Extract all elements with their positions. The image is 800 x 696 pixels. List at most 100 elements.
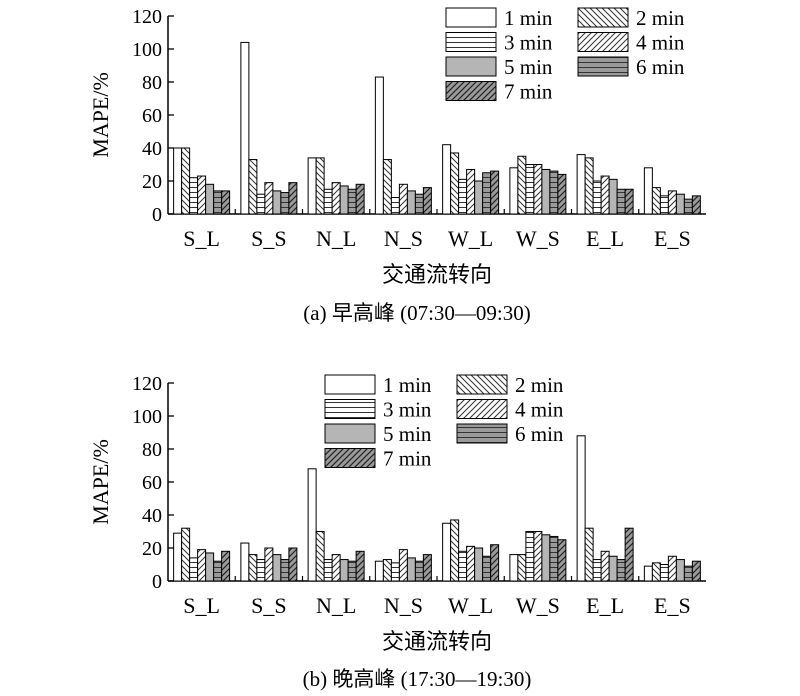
x-category-label: E_L: [586, 593, 624, 618]
x-category-label: S_L: [183, 593, 220, 618]
bar-w-l-6-min: [482, 172, 492, 215]
y-tick-label: 100: [132, 406, 162, 428]
legend-label-2-min: 2 min: [636, 6, 685, 30]
bar-w-l-3-min: [458, 178, 468, 215]
chart-panel-b: 0 20 40 60 80 100 120 MAPE/% S_L S_S N_L N_S W_L W_S E…: [88, 373, 706, 691]
legend-label-1-min: 1 min: [383, 373, 432, 397]
bar-e-s-2-min: [651, 562, 661, 582]
bar-n-l-4-min: [331, 182, 341, 215]
bar-w-l-3-min: [458, 550, 468, 582]
bar-e-l-6-min: [616, 188, 626, 215]
bar-w-s-6-min: [549, 170, 559, 215]
bar-w-l-6-min: [482, 555, 492, 582]
bar-e-l-5-min: [608, 178, 618, 215]
bar-s-l-5-min: [205, 183, 215, 215]
bar-s-l-7-min: [221, 550, 231, 582]
bar-s-s-7-min: [288, 547, 298, 582]
bar-s-s-2-min: [248, 554, 258, 582]
bar-n-s-4-min: [398, 549, 408, 582]
bar-e-l-3-min: [592, 180, 602, 215]
bar-e-l-1-min: [576, 154, 586, 215]
bar-e-s-7-min: [691, 195, 701, 215]
bar-e-l-7-min: [624, 527, 634, 582]
bar-n-s-4-min: [398, 183, 408, 215]
bar-e-s-6-min: [683, 198, 693, 215]
y-tick-label: 0: [152, 204, 162, 226]
bar-w-s-3-min: [525, 531, 535, 582]
x-category-label: W_S: [516, 226, 560, 251]
bar-n-s-7-min: [422, 554, 432, 582]
legend: 1 min 2 min 3 min 4 min 5 min 6 min 7 min: [445, 6, 685, 104]
x-category-label: E_S: [654, 593, 691, 618]
legend-swatch-1-min: [324, 374, 376, 395]
y-axis: 0 20 40 60 80 100 120: [132, 373, 174, 593]
y-tick-label: 20: [142, 538, 162, 560]
bar-n-s-7-min: [422, 187, 432, 215]
bar-n-l-7-min: [355, 183, 365, 215]
x-category-label: W_L: [448, 226, 493, 251]
bar-w-s-5-min: [541, 534, 551, 582]
y-axis: 0 20 40 60 80 100 120: [132, 6, 174, 226]
y-tick-label: 120: [132, 6, 162, 28]
legend-swatch-4-min: [577, 32, 629, 52]
y-tick-label: 20: [142, 171, 162, 193]
x-category-label: N_L: [316, 593, 356, 618]
legend-swatch-4-min: [456, 399, 508, 419]
legend-swatch-2-min: [577, 7, 629, 28]
bars: [173, 435, 701, 582]
bar-w-l-5-min: [474, 547, 484, 582]
y-tick-label: 40: [142, 505, 162, 527]
bar-s-s-2-min: [248, 159, 258, 215]
bar-n-s-6-min: [414, 560, 424, 582]
legend-label-5-min: 5 min: [383, 422, 432, 446]
bar-n-l-3-min: [323, 559, 333, 582]
bar-s-l-6-min: [213, 560, 223, 582]
x-category-label: N_S: [384, 593, 423, 618]
bar-w-l-1-min: [442, 144, 452, 215]
bar-w-s-5-min: [541, 168, 551, 215]
y-tick-label: 40: [142, 138, 162, 160]
legend-label-2-min: 2 min: [515, 373, 564, 397]
bar-n-s-2-min: [382, 559, 392, 582]
bar-n-l-4-min: [331, 554, 341, 582]
bar-e-l-3-min: [592, 559, 602, 582]
bar-n-s-3-min: [390, 562, 400, 582]
x-category-label: N_S: [384, 226, 423, 251]
bar-s-l-4-min: [197, 549, 207, 582]
bar-w-s-2-min: [517, 554, 527, 582]
legend: 1 min 2 min 3 min 4 min 5 min 6 min 7 min: [324, 373, 564, 471]
bar-w-l-2-min: [450, 152, 460, 215]
x-category-label: S_S: [251, 593, 286, 618]
bar-w-s-4-min: [533, 531, 543, 582]
x-category-label: S_L: [183, 226, 220, 251]
bar-s-s-4-min: [264, 182, 274, 215]
chart-caption: (a) 早高峰 (07:30—09:30): [303, 301, 530, 325]
legend-label-7-min: 7 min: [504, 80, 553, 104]
bar-e-l-5-min: [608, 555, 618, 582]
bar-w-s-6-min: [549, 535, 559, 582]
bar-n-s-1-min: [374, 76, 384, 215]
bar-s-l-4-min: [197, 175, 207, 215]
bar-n-s-5-min: [406, 557, 416, 582]
x-category-label: N_L: [316, 226, 356, 251]
bar-w-s-7-min: [557, 539, 567, 582]
bar-s-s-5-min: [272, 190, 282, 215]
bar-n-s-3-min: [390, 197, 400, 215]
bar-s-l-2-min: [181, 147, 191, 215]
bar-e-s-3-min: [659, 564, 669, 582]
bar-e-s-3-min: [659, 195, 669, 215]
bar-s-l-3-min: [189, 177, 199, 215]
bar-e-s-1-min: [643, 565, 653, 582]
bar-s-l-7-min: [221, 190, 231, 215]
bar-n-l-5-min: [339, 185, 349, 215]
legend-label-3-min: 3 min: [504, 31, 553, 55]
y-tick-label: 80: [142, 72, 162, 94]
x-category-label: E_L: [586, 226, 624, 251]
bar-s-s-1-min: [240, 41, 250, 215]
bar-s-l-2-min: [181, 527, 191, 582]
y-axis-label: MAPE/%: [88, 439, 113, 525]
bar-w-s-7-min: [557, 173, 567, 215]
bar-e-l-2-min: [584, 157, 594, 215]
bar-e-l-2-min: [584, 527, 594, 582]
